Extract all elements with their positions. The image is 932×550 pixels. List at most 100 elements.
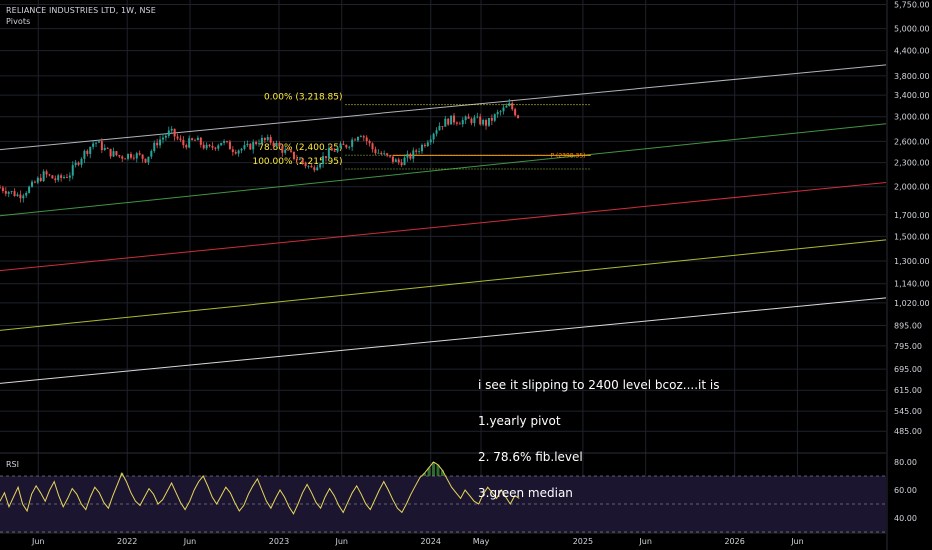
candle-body (406, 153, 409, 158)
candle-body (391, 156, 394, 162)
candle-body (4, 191, 7, 194)
candle-body (359, 136, 362, 138)
candle-body (272, 142, 275, 146)
candle-body (496, 112, 499, 115)
candle-body (51, 175, 54, 179)
price-tick-label: 3,000.00 (894, 113, 930, 122)
candle-body (132, 157, 135, 159)
candle-body (92, 143, 95, 147)
candle-body (28, 186, 31, 193)
candle-body (86, 150, 89, 154)
candle-body (412, 150, 415, 159)
rsi-pane: RSI (0, 460, 886, 533)
grid (0, 0, 886, 532)
candle-body (397, 159, 400, 163)
time-tick-label: Jun (183, 537, 197, 546)
candle-body (179, 138, 182, 140)
candle-body (426, 142, 429, 147)
candle-body (386, 153, 389, 156)
candle-body (33, 181, 36, 183)
candle-body (482, 119, 485, 125)
candle-body (485, 119, 488, 126)
candle-body (109, 148, 112, 157)
price-tick-label: 2,000.00 (894, 183, 930, 192)
pivot-label: P (2398.35) (550, 152, 585, 159)
candle-body (388, 155, 391, 157)
pitchfork-lines (0, 64, 887, 384)
candle-body (100, 141, 103, 150)
candle-body (167, 130, 170, 136)
candle-body (371, 143, 374, 150)
price-tick-label: 1,700.00 (894, 211, 930, 220)
price-tick-label: 3,400.00 (894, 91, 930, 100)
candle-body (112, 151, 115, 157)
candle-body (118, 155, 121, 157)
candle-body (208, 144, 211, 146)
candle-body (80, 158, 83, 165)
candle-body (193, 139, 196, 141)
rsi-overbought-fill (120, 462, 444, 476)
time-tick-label: 2023 (269, 537, 289, 546)
candle-body (237, 150, 240, 154)
price-tick-label: 615.00 (894, 386, 922, 395)
candle-body (327, 148, 330, 158)
channel-line-red (0, 181, 887, 272)
candle-body (10, 191, 13, 193)
candle-body (467, 116, 470, 119)
candle-body (400, 162, 403, 166)
candle-body (476, 116, 479, 118)
fib-level-label: 78.60% (2,400.25) (258, 143, 342, 153)
candle-body (124, 158, 127, 160)
candle-body (150, 151, 153, 157)
candle-body (473, 117, 476, 124)
candle-body (13, 191, 16, 197)
annotation-text[interactable]: i see it slipping to 2400 level bcoz....… (478, 355, 719, 511)
price-tick-label: 2,300.00 (894, 159, 930, 168)
candle-body (461, 120, 464, 125)
candle-body (418, 151, 421, 153)
candle-body (164, 135, 167, 138)
candle-body (246, 143, 249, 146)
candle-body (16, 194, 19, 197)
candle-body (453, 115, 456, 123)
candle-body (339, 143, 342, 148)
candle-body (356, 136, 359, 141)
time-tick-label: Jun (31, 537, 45, 546)
candle-body (444, 118, 447, 127)
candle-body (255, 142, 258, 145)
channel-line-upper (0, 64, 887, 151)
candle-body (147, 156, 150, 163)
candle-body (374, 149, 377, 154)
candle-body (252, 142, 255, 150)
rsi-tick-label: 80.00 (894, 458, 917, 467)
candle-body (39, 177, 42, 182)
candle-body (31, 181, 34, 187)
candle-body (71, 165, 74, 176)
candle-body (176, 136, 179, 139)
candle-body (479, 116, 482, 125)
candle-body (45, 171, 48, 175)
candle-body (435, 130, 438, 134)
candle-body (290, 150, 293, 152)
price-tick-label: 5,000.00 (894, 25, 930, 34)
candle-body (202, 144, 205, 149)
candle-body (505, 106, 508, 108)
candle-body (36, 177, 39, 183)
candle-body (121, 156, 124, 159)
candle-body (223, 141, 226, 143)
candle-body (196, 137, 199, 141)
rsi-line (0, 461, 520, 515)
time-axis[interactable]: Jun 2022 Jun 2023 Jun 2024 May 2025 Jun 2026 Jun (0, 532, 886, 546)
candle-body (324, 156, 327, 158)
price-tick-label: 485.00 (894, 427, 922, 436)
candle-body (313, 167, 316, 171)
time-tick-label: 2022 (117, 537, 137, 546)
candle-body (25, 192, 28, 196)
candle-body (231, 149, 234, 153)
price-tick-label: 795.00 (894, 342, 922, 351)
indicator-label-pivots: Pivots (6, 17, 31, 26)
candle-body (144, 158, 147, 163)
candle-body (403, 157, 406, 166)
